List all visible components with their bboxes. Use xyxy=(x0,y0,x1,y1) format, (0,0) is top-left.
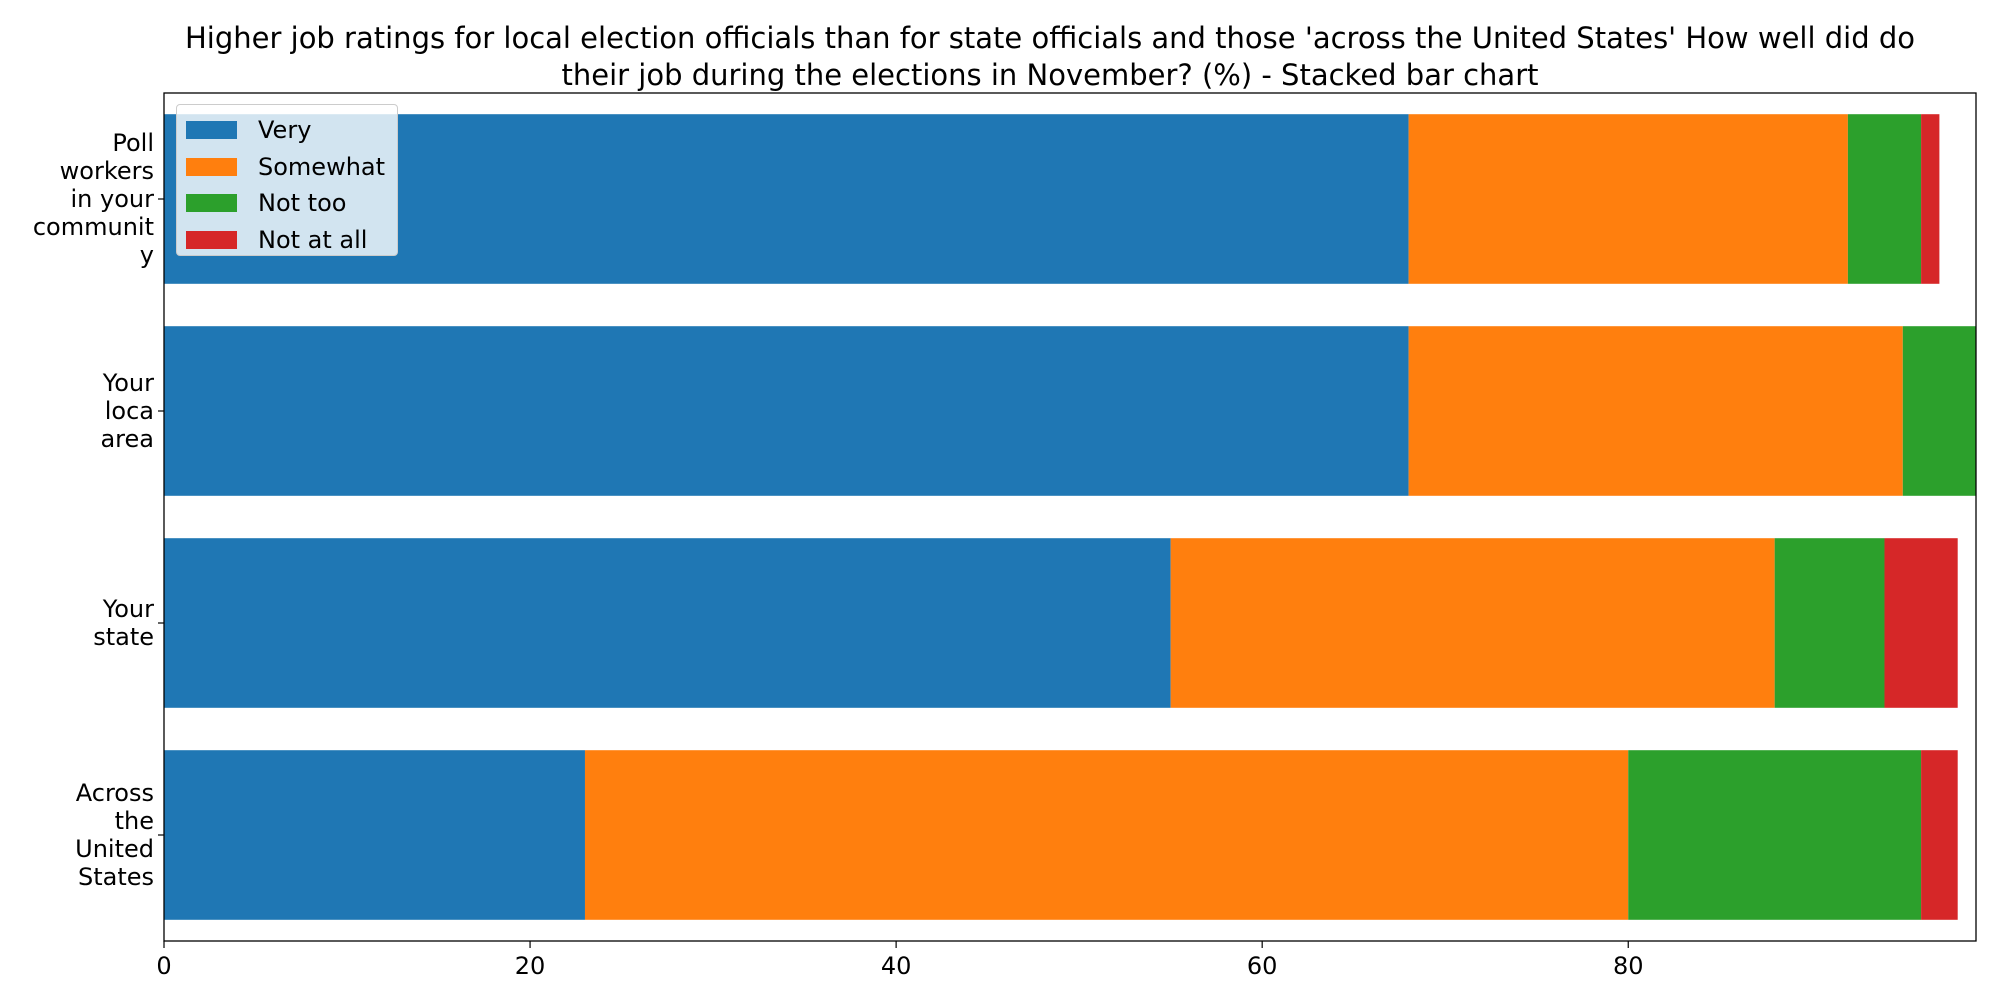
bar-not-too-your-loca-area xyxy=(1902,326,1976,496)
bar-somewhat-across-the-united-states xyxy=(584,750,1629,920)
legend-swatch-not-too xyxy=(186,194,237,213)
y-axis: Poll workers in your communit y Your loca area Y… xyxy=(33,129,164,891)
y-tick-label-across-the-united-states: Across the United States xyxy=(75,779,154,891)
bar-not-at-all-across-the-united-states xyxy=(1921,750,1958,920)
y-tick-label-your-loca-area: Your loca area xyxy=(100,369,154,453)
legend-swatch-somewhat xyxy=(186,157,237,176)
bar-somewhat-your-state xyxy=(1170,538,1775,708)
legend-item-very: Very xyxy=(186,112,397,149)
x-tick-label-40: 40 xyxy=(881,952,912,980)
legend: Very Somewhat Not too Not at all xyxy=(176,104,398,256)
y-tick-label-poll-workers-in-your-community: Poll workers in your communit y xyxy=(33,129,154,269)
legend-item-somewhat: Somewhat xyxy=(186,149,397,186)
bar-very-across-the-united-states xyxy=(164,750,585,920)
bar-very-your-state xyxy=(164,538,1171,708)
x-tick-label-0: 0 xyxy=(156,952,171,980)
legend-label-very: Very xyxy=(258,116,312,145)
chart-title: Higher job ratings for local election of… xyxy=(185,21,1915,92)
legend-label-not-at-all: Not at all xyxy=(258,225,368,254)
legend-label-somewhat: Somewhat xyxy=(258,152,386,181)
bar-somewhat-poll-workers-in-your-community xyxy=(1408,114,1848,284)
bar-not-too-your-state xyxy=(1774,538,1885,708)
bar-not-at-all-your-state xyxy=(1884,538,1958,708)
legend-swatch-very xyxy=(186,121,237,140)
bar-somewhat-your-loca-area xyxy=(1408,326,1903,496)
bar-not-too-poll-workers-in-your-community xyxy=(1847,114,1922,284)
plot-frame xyxy=(163,92,1977,942)
legend-swatch-not-at-all xyxy=(186,230,237,249)
legend-item-not-at-all: Not at all xyxy=(186,222,397,259)
legend-label-not-too: Not too xyxy=(258,189,347,218)
x-tick-label-60: 60 xyxy=(1247,952,1278,980)
bars-group xyxy=(164,114,1976,920)
y-tick-label-your-state: Your state xyxy=(93,595,154,651)
bar-not-too-across-the-united-states xyxy=(1628,750,1922,920)
bar-not-at-all-poll-workers-in-your-community xyxy=(1921,114,1940,284)
x-tick-label-80: 80 xyxy=(1613,952,1644,980)
x-axis: 0 20 40 60 80 xyxy=(156,941,1644,980)
bar-very-your-loca-area xyxy=(164,326,1409,496)
legend-item-not-too: Not too xyxy=(186,185,397,222)
x-tick-label-20: 20 xyxy=(515,952,546,980)
